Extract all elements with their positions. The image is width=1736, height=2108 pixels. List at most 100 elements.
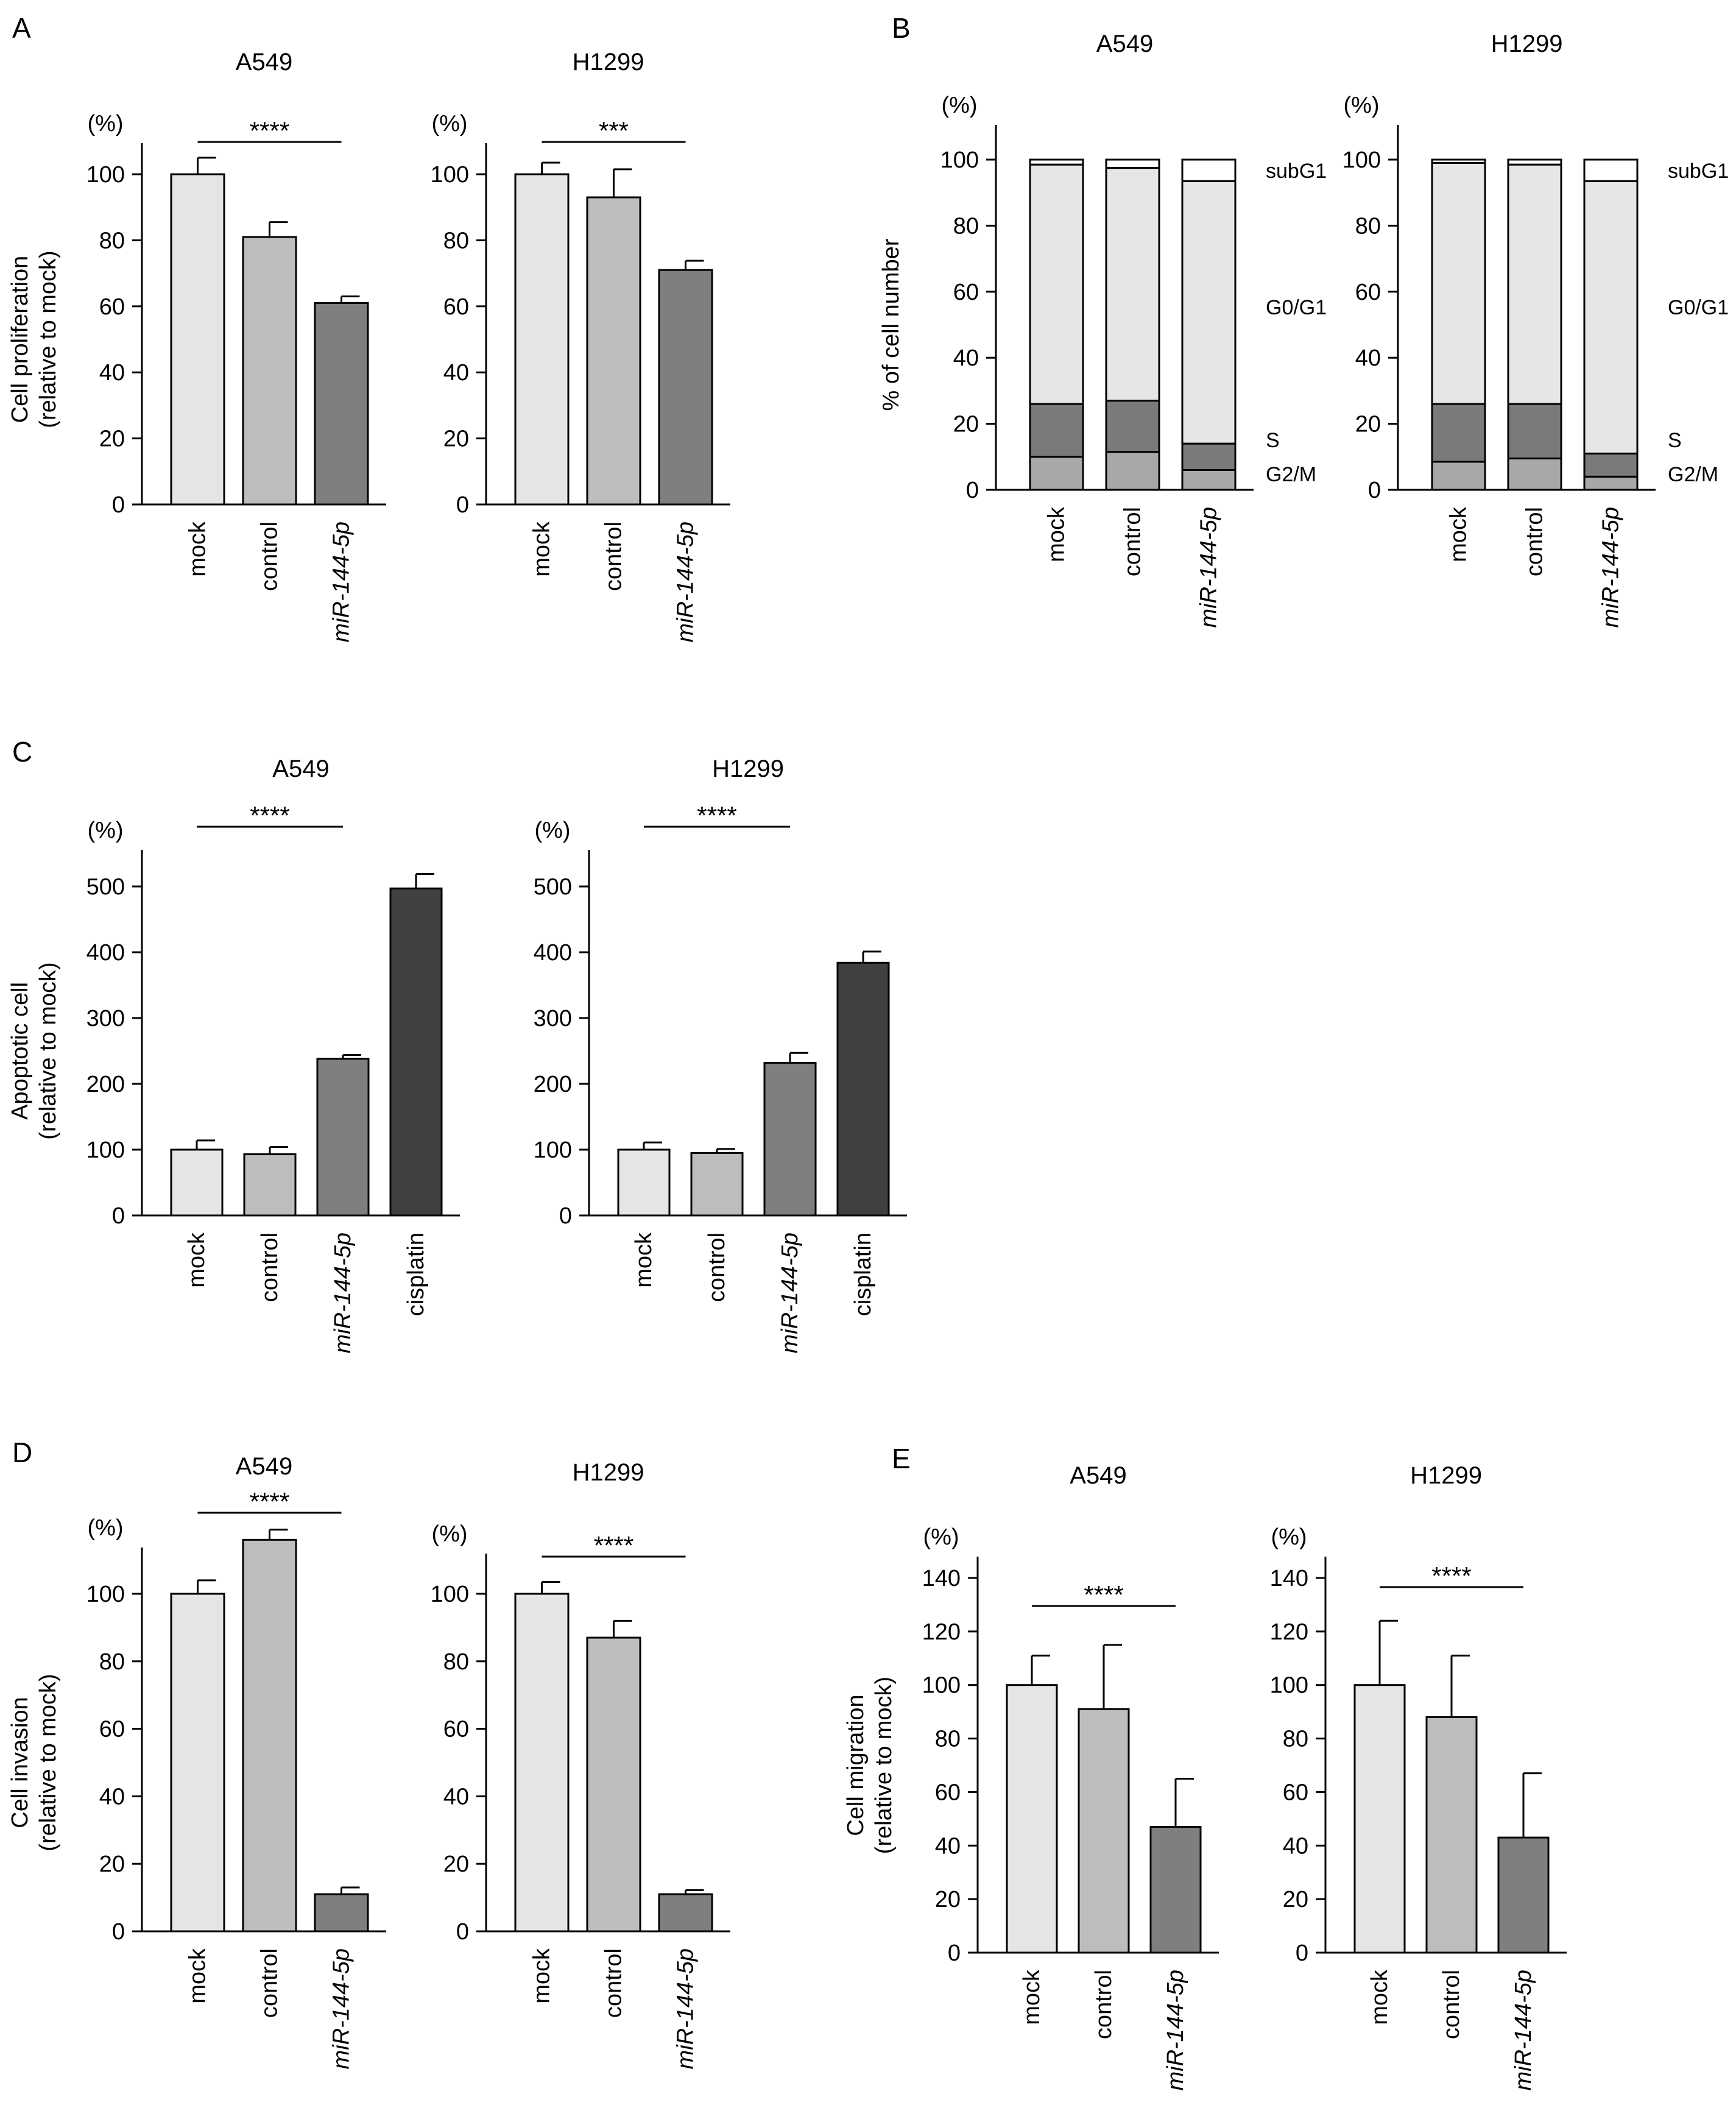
chart-d-a549: A549 (%) Cell invasion (relative to mock) 0 2… [7, 1453, 386, 2070]
y-axis-label: Cell invasion [7, 1697, 33, 1828]
y-axis-label: (relative to mock) [35, 250, 61, 428]
stack-segment-g0g1 [1181, 180, 1237, 445]
y-tick-label: 100 [534, 1137, 572, 1163]
bar-control [1425, 1716, 1478, 1954]
y-tick-label: 100 [940, 147, 979, 173]
chart-title: A549 [236, 1453, 292, 1480]
unit-label: (%) [87, 818, 123, 843]
bar-mock [514, 173, 570, 506]
y-tick-label: 0 [1296, 1940, 1308, 1966]
y-tick-label: 60 [443, 1717, 469, 1742]
x-tick-label: miR-144-5p [329, 1948, 355, 2070]
chart-title: H1299 [573, 49, 644, 76]
y-tick-label: 40 [443, 1784, 469, 1809]
y-tick-label: 0 [559, 1203, 572, 1229]
chart-title: A549 [1096, 30, 1153, 57]
chart-title: H1299 [1491, 30, 1563, 57]
y-tick-label: 60 [953, 280, 979, 305]
x-tick-label: cisplatin [403, 1233, 429, 1316]
x-tick-label: mock [1446, 506, 1472, 562]
significance-stars: **** [1084, 1580, 1123, 1609]
y-tick-label: 40 [99, 1784, 125, 1809]
y-tick-label: 140 [1270, 1566, 1308, 1591]
y-tick-label: 100 [1343, 147, 1381, 173]
unit-label: (%) [431, 1521, 467, 1547]
bar-control [242, 1538, 297, 1933]
stack-segment-s [1029, 403, 1084, 458]
panel-label-a: A [12, 12, 31, 44]
unit-label: (%) [1343, 93, 1379, 118]
bar-control [243, 1153, 297, 1217]
bar-control [690, 1151, 744, 1217]
x-tick-label: control [257, 1948, 283, 2018]
x-tick-label: miR-144-5p [777, 1233, 803, 1354]
x-tick-label: miR-144-5p [673, 1948, 699, 2070]
significance-stars: **** [250, 801, 289, 830]
chart-title: H1299 [1410, 1462, 1482, 1489]
stack-segment-s [1507, 403, 1562, 460]
bar-mock [170, 1593, 225, 1933]
y-tick-label: 100 [1270, 1673, 1308, 1699]
y-tick-label: 40 [953, 345, 979, 371]
chart-c-h1299: H1299 (%) 0 100 200 300 400 500 mock control miR-1… [534, 755, 907, 1354]
y-tick-label: 300 [534, 1006, 572, 1031]
stack-segment-subg1 [1029, 158, 1084, 166]
stack-segment-s [1431, 403, 1486, 463]
y-tick-label: 0 [948, 1940, 961, 1966]
unit-label: (%) [923, 1524, 959, 1550]
y-tick-label: 60 [1355, 280, 1381, 305]
bar-mir-144-5p [314, 302, 369, 506]
bar-cisplatin [389, 887, 443, 1217]
bar-mock [514, 1593, 570, 1933]
significance-stars: **** [697, 801, 736, 830]
y-tick-label: 20 [443, 426, 469, 452]
y-tick-label: 300 [86, 1006, 125, 1031]
bar-mock [170, 173, 225, 506]
stack-segment-subg1 [1105, 158, 1160, 169]
x-tick-label: control [601, 1948, 627, 2018]
chart-a-a549: A549 (%) Cell proliferation (relative to mo… [7, 49, 386, 643]
x-tick-label: mock [631, 1232, 657, 1288]
stack-segment-subg1 [1507, 158, 1562, 166]
y-tick-label: 40 [1355, 345, 1381, 371]
y-tick-label: 60 [99, 1717, 125, 1742]
x-tick-label: control [1091, 1970, 1117, 2039]
y-tick-label: 80 [1355, 213, 1381, 239]
bar-mir-144-5p [1497, 1836, 1550, 1954]
y-tick-label: 500 [86, 874, 125, 900]
chart-title: A549 [236, 49, 292, 76]
y-tick-label: 80 [935, 1727, 961, 1752]
unit-label: (%) [87, 111, 123, 136]
bar-mir-144-5p [1149, 1826, 1202, 1954]
stack-segment-subg1 [1181, 158, 1237, 182]
x-tick-label: mock [185, 521, 211, 577]
y-axis-label: Apoptotic cell [7, 982, 33, 1120]
bar-control [586, 1636, 641, 1933]
bar-mir-144-5p [763, 1061, 817, 1217]
y-tick-label: 20 [1355, 412, 1381, 437]
bar-control [586, 196, 641, 506]
bar-mock [170, 1148, 224, 1217]
significance-stars: **** [250, 116, 289, 145]
stack-segment-g2m [1583, 475, 1639, 491]
unit-label: (%) [534, 818, 570, 843]
x-tick-label: control [704, 1233, 730, 1302]
x-tick-label: mock [1019, 1969, 1045, 2025]
chart-title: A549 [1070, 1462, 1126, 1489]
chart-c-a549: A549 (%) Apoptotic cell (relative to mock) 0… [7, 755, 460, 1354]
chart-a-h1299: H1299 (%) 0 20 40 60 80 100 mock control miR-144-5… [431, 49, 730, 643]
x-tick-label: miR-144-5p [330, 1233, 356, 1354]
y-tick-label: 200 [86, 1072, 125, 1097]
y-tick-label: 100 [431, 1582, 469, 1607]
y-tick-label: 20 [99, 1852, 125, 1877]
y-tick-label: 80 [99, 1649, 125, 1675]
y-tick-label: 500 [534, 874, 572, 900]
panel-label-e: E [892, 1443, 911, 1474]
y-tick-label: 80 [443, 228, 469, 253]
x-tick-label: control [1439, 1970, 1464, 2039]
unit-label: (%) [941, 93, 977, 118]
phase-label-g0g1: G0/G1 [1266, 296, 1327, 319]
y-tick-label: 120 [922, 1619, 961, 1645]
y-tick-label: 80 [443, 1649, 469, 1675]
